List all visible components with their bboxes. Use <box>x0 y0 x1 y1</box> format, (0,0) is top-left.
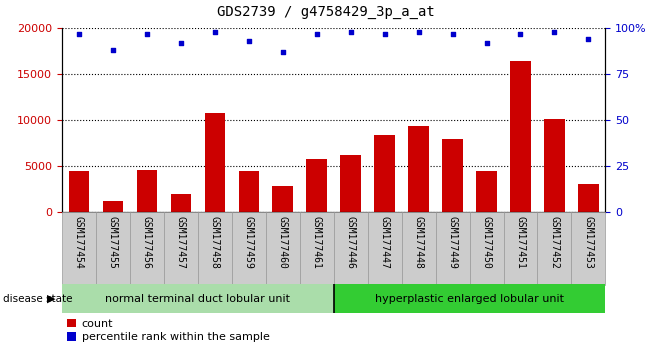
Bar <box>503 212 538 285</box>
Bar <box>164 212 198 285</box>
Point <box>413 29 424 35</box>
Point <box>107 47 118 53</box>
Bar <box>266 212 299 285</box>
Bar <box>572 212 605 285</box>
Bar <box>96 212 130 285</box>
Bar <box>130 212 164 285</box>
Point <box>176 40 186 46</box>
Bar <box>204 113 225 212</box>
Bar <box>578 184 599 212</box>
Text: GSM177454: GSM177454 <box>74 216 84 269</box>
Text: GSM177450: GSM177450 <box>482 216 492 269</box>
Bar <box>436 212 469 285</box>
Text: normal terminal duct lobular unit: normal terminal duct lobular unit <box>105 294 290 304</box>
Text: GSM177457: GSM177457 <box>176 216 186 269</box>
Bar <box>273 186 293 212</box>
Point <box>210 29 220 35</box>
Text: GSM177460: GSM177460 <box>278 216 288 269</box>
Text: GSM177451: GSM177451 <box>516 216 525 269</box>
Bar <box>307 159 327 212</box>
Text: GSM177449: GSM177449 <box>447 216 458 269</box>
Bar <box>408 126 429 212</box>
Legend: count, percentile rank within the sample: count, percentile rank within the sample <box>68 319 270 342</box>
Point <box>277 50 288 55</box>
Point <box>141 31 152 37</box>
Bar <box>402 212 436 285</box>
Text: GSM177459: GSM177459 <box>243 216 254 269</box>
Text: GDS2739 / g4758429_3p_a_at: GDS2739 / g4758429_3p_a_at <box>217 5 434 19</box>
Bar <box>538 212 572 285</box>
Bar <box>544 119 564 212</box>
Bar <box>62 212 96 285</box>
Bar <box>232 212 266 285</box>
Bar <box>340 155 361 212</box>
Point <box>549 29 560 35</box>
Text: ▶: ▶ <box>47 294 55 304</box>
Point <box>311 31 322 37</box>
Point <box>346 29 356 35</box>
Bar <box>477 171 497 212</box>
Bar <box>368 212 402 285</box>
Bar <box>299 212 333 285</box>
Text: GSM177453: GSM177453 <box>583 216 594 269</box>
Point <box>243 38 254 44</box>
Bar <box>198 212 232 285</box>
Bar <box>62 284 333 313</box>
Text: GSM177455: GSM177455 <box>108 216 118 269</box>
Point <box>380 31 390 37</box>
Text: GSM177448: GSM177448 <box>413 216 424 269</box>
Text: GSM177458: GSM177458 <box>210 216 220 269</box>
Bar <box>103 201 123 212</box>
Bar <box>510 61 531 212</box>
Text: hyperplastic enlarged lobular unit: hyperplastic enlarged lobular unit <box>375 294 564 304</box>
Bar <box>333 212 368 285</box>
Text: GSM177461: GSM177461 <box>312 216 322 269</box>
Bar <box>374 135 395 212</box>
Bar <box>68 171 89 212</box>
Bar <box>469 212 503 285</box>
Text: GSM177447: GSM177447 <box>380 216 389 269</box>
Bar <box>137 170 157 212</box>
Text: disease state: disease state <box>3 294 73 304</box>
Bar <box>442 139 463 212</box>
Point <box>447 31 458 37</box>
Point <box>516 31 526 37</box>
Bar <box>238 171 259 212</box>
Text: GSM177446: GSM177446 <box>346 216 355 269</box>
Bar <box>333 284 605 313</box>
Point <box>583 36 594 42</box>
Point <box>74 31 84 37</box>
Text: GSM177452: GSM177452 <box>549 216 559 269</box>
Point <box>481 40 492 46</box>
Bar <box>171 194 191 212</box>
Text: GSM177456: GSM177456 <box>142 216 152 269</box>
